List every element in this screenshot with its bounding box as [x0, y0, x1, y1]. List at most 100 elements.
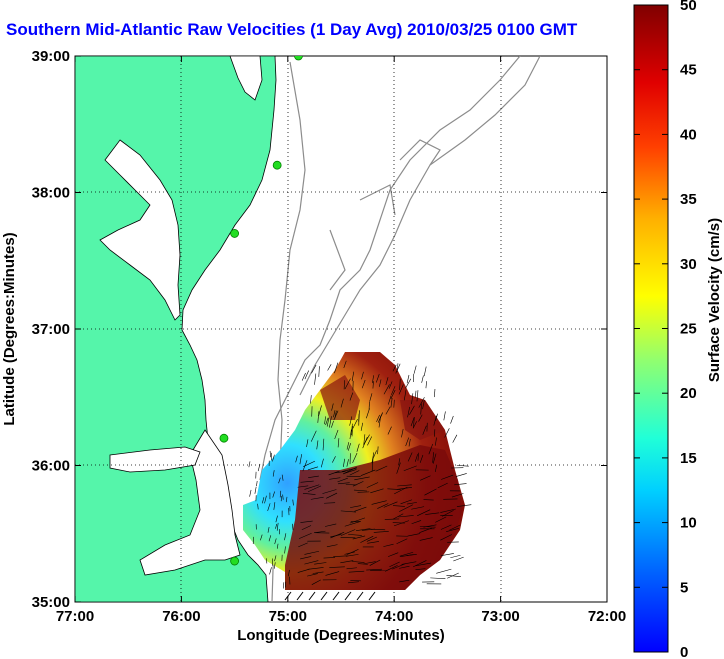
delaware-bay — [229, 56, 263, 101]
velocity-arrow — [288, 569, 290, 577]
velocity-arrow — [432, 453, 437, 464]
colorbar-tick-label: 10 — [680, 515, 697, 532]
velocity-arrow — [304, 370, 309, 380]
velocity-arrow — [276, 543, 279, 549]
velocity-arrow — [314, 373, 317, 385]
velocity-arrow — [449, 524, 461, 531]
velocity-arrow — [414, 454, 418, 462]
velocity-arrow — [440, 534, 452, 541]
y-tick-label: 38:00 — [32, 185, 70, 202]
x-tick-label: 76:00 — [162, 608, 200, 625]
velocity-arrow — [324, 416, 326, 425]
velocity-arrow — [269, 450, 271, 458]
velocity-arrow — [256, 480, 258, 487]
velocity-arrow — [299, 454, 302, 465]
velocity-arrow — [351, 371, 355, 382]
velocity-arrow — [379, 379, 382, 387]
velocity-arrow — [377, 503, 389, 509]
velocity-arrow — [275, 515, 278, 523]
radar-station-marker — [219, 433, 229, 443]
fast-current-east — [400, 400, 445, 440]
velocity-arrow — [452, 434, 458, 443]
velocity-arrow — [360, 422, 364, 431]
velocity-arrow — [455, 473, 467, 477]
velocity-arrow — [389, 561, 400, 568]
y-tick-label: 37:00 — [32, 321, 70, 338]
velocity-arrow — [388, 381, 393, 389]
velocity-arrow — [425, 381, 427, 389]
velocity-arrow — [304, 484, 320, 490]
radar-station-marker — [230, 556, 240, 566]
velocity-arrow — [440, 524, 452, 530]
map-title: Southern Mid-Atlantic Raw Velocities (1 … — [6, 20, 578, 39]
velocity-arrow — [358, 410, 360, 422]
velocity-arrow — [396, 462, 401, 474]
velocity-arrow — [407, 452, 413, 462]
velocity-arrow — [456, 465, 469, 467]
velocity-arrow — [435, 516, 447, 523]
velocity-arrow — [318, 366, 320, 377]
x-tick-label: 77:00 — [56, 608, 94, 625]
radar-station-marker — [230, 229, 240, 238]
velocity-arrow — [367, 541, 380, 544]
velocity-arrow — [279, 490, 282, 498]
velocity-arrow — [301, 525, 312, 531]
velocity-arrow — [360, 469, 376, 476]
velocity-arrow — [272, 470, 275, 477]
velocity-arrow — [387, 426, 392, 435]
velocity-arrow — [360, 535, 374, 543]
velocity-arrow — [383, 501, 398, 508]
radar-stations — [219, 56, 303, 566]
velocity-arrow — [424, 488, 437, 496]
colorbar-tick-label: 25 — [680, 321, 697, 338]
velocity-arrow — [346, 459, 349, 467]
velocity-arrow — [308, 475, 319, 478]
velocity-arrow — [354, 476, 370, 481]
velocity-arrow — [248, 461, 251, 468]
velocity-arrow — [392, 522, 405, 524]
velocity-arrow — [330, 534, 342, 538]
velocity-arrow — [375, 374, 380, 383]
velocity-arrow — [411, 393, 414, 405]
velocity-arrow — [302, 460, 308, 472]
velocity-arrow — [450, 554, 461, 559]
velocity-arrow — [331, 403, 334, 411]
velocity-arrow — [425, 512, 440, 515]
velocity-arrow — [332, 456, 336, 463]
velocity-arrow — [346, 442, 350, 450]
velocity-arrow — [397, 484, 412, 487]
velocity-arrow — [261, 497, 265, 504]
velocity-arrow — [435, 413, 438, 421]
velocity-arrow — [383, 384, 390, 395]
velocity-arrow — [434, 464, 438, 472]
velocity-arrow — [391, 386, 396, 396]
velocity-arrow — [297, 568, 310, 573]
velocity-arrow — [392, 505, 405, 507]
y-tick-labels: 35:00 36:00 37:00 38:00 39:00 — [32, 48, 70, 611]
velocity-arrow — [419, 527, 432, 533]
velocity-arrow — [446, 528, 460, 533]
velocity-arrow — [307, 573, 318, 577]
velocity-arrow — [447, 572, 459, 579]
velocity-arrow — [317, 411, 320, 423]
velocity-arrow — [450, 415, 454, 424]
velocity-arrow — [385, 406, 391, 415]
velocity-arrow — [371, 452, 375, 464]
grid-lines — [75, 56, 607, 602]
velocity-arrow — [437, 482, 448, 489]
velocity-arrow — [269, 567, 272, 575]
x-axis-label: Longitude (Degrees:Minutes) — [237, 627, 445, 644]
velocity-arrow — [370, 488, 384, 494]
velocity-arrow — [385, 377, 389, 386]
colorbar-label: Surface Velocity (cm/s) — [706, 218, 723, 382]
velocity-arrow — [354, 506, 367, 512]
velocity-arrow — [329, 477, 341, 480]
velocity-arrow — [304, 550, 320, 555]
velocity-arrow — [403, 465, 417, 472]
velocity-arrow — [307, 466, 319, 471]
velocity-arrow — [361, 379, 366, 389]
velocity-arrow — [324, 523, 337, 527]
velocity-arrow — [434, 437, 437, 446]
velocity-arrow — [420, 475, 431, 481]
chesapeake-bay — [99, 139, 181, 321]
